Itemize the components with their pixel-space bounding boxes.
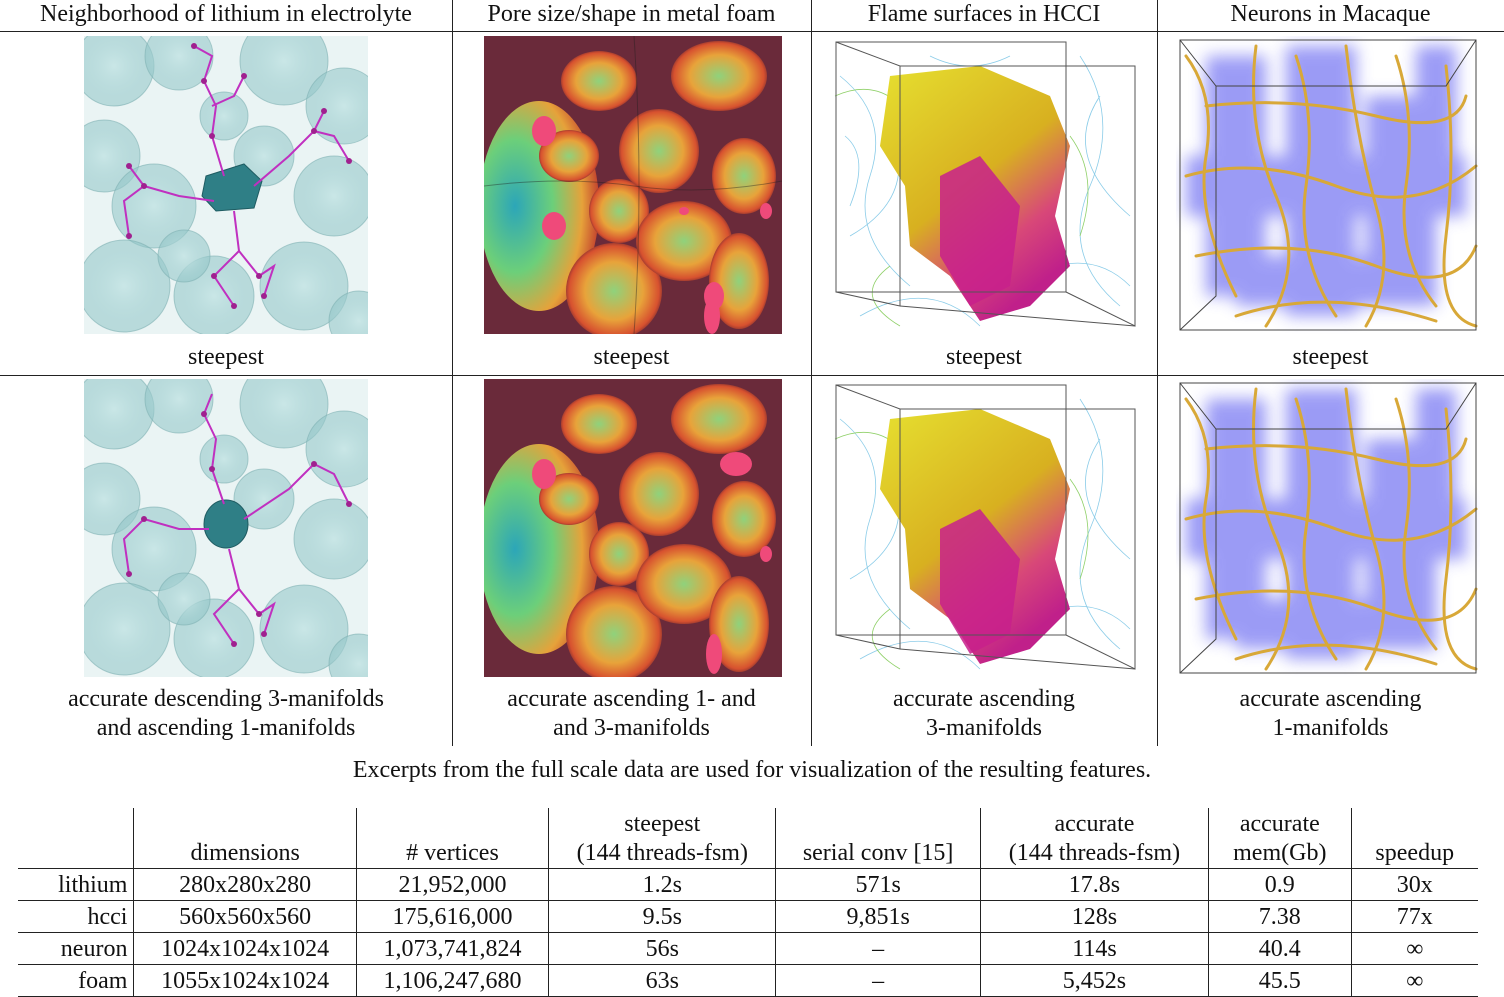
cell-dimensions: 1055x1024x1024 <box>133 964 357 997</box>
cell-accurate: 128s <box>980 900 1210 933</box>
cell-serial: – <box>775 932 981 965</box>
caption-lithium-steepest: steepest <box>188 344 264 370</box>
header-vertices: # vertices <box>356 808 550 869</box>
lithium-steepest-image <box>84 36 368 334</box>
performance-table: dimensions # vertices steepest (144 threa… <box>18 808 1478 997</box>
cell-mem: 40.4 <box>1208 932 1352 965</box>
caption-hcci-accurate-line1: accurate ascending <box>893 686 1075 712</box>
cell-serial: 9,851s <box>775 900 981 933</box>
caption-neurons-steepest: steepest <box>1292 344 1369 370</box>
header-steepest: steepest (144 threads-fsm) <box>548 808 777 869</box>
column-divider <box>1157 0 1158 746</box>
column-title-foam: Pore size/shape in metal foam <box>487 1 776 27</box>
cell-steepest: 9.5s <box>548 900 777 933</box>
header-sublabel: (144 threads-fsm) <box>1008 840 1181 866</box>
header-label: speedup <box>1375 840 1455 866</box>
cell-vertices: 1,073,741,824 <box>356 932 550 965</box>
caption-foam-accurate-line2: and 3-manifolds <box>553 715 710 741</box>
header-label: accurate <box>1054 811 1135 837</box>
table-header-row: dimensions # vertices steepest (144 threa… <box>18 808 1478 869</box>
row-label: lithium <box>18 868 135 901</box>
header-mem: accurate mem(Gb) <box>1208 808 1352 869</box>
column-title-lithium: Neighborhood of lithium in electrolyte <box>40 1 412 27</box>
header-dimensions: dimensions <box>133 808 357 869</box>
figure-caption: Excerpts from the full scale data are us… <box>352 757 1152 783</box>
header-serial: serial conv [15] <box>775 808 981 869</box>
table-row: neuron 1024x1024x1024 1,073,741,824 56s … <box>18 932 1478 965</box>
cell-speedup: ∞ <box>1351 964 1478 997</box>
caption-foam-steepest: steepest <box>593 344 670 370</box>
foam-accurate-image <box>484 379 782 677</box>
caption-neurons-accurate-line1: accurate ascending <box>1239 686 1422 712</box>
header-empty <box>18 808 135 869</box>
row-label: foam <box>18 964 135 997</box>
row-divider <box>0 375 1504 376</box>
header-label: # vertices <box>406 840 499 866</box>
cell-steepest: 1.2s <box>548 868 777 901</box>
foam-steepest-image <box>484 36 782 334</box>
cell-accurate: 5,452s <box>980 964 1210 997</box>
cell-speedup: 77x <box>1351 900 1478 933</box>
header-label: dimensions <box>190 840 300 866</box>
header-label: serial conv [15] <box>802 840 954 866</box>
row-label: neuron <box>18 932 135 965</box>
header-label: accurate <box>1239 811 1320 837</box>
header-sublabel: (144 threads-fsm) <box>576 840 748 866</box>
caption-hcci-accurate-line2: 3-manifolds <box>926 715 1042 741</box>
hcci-accurate-image <box>830 379 1140 679</box>
neurons-accurate-image <box>1176 379 1480 677</box>
row-label: hcci <box>18 900 135 933</box>
caption-neurons-accurate-line2: 1-manifolds <box>1272 715 1389 741</box>
cell-vertices: 175,616,000 <box>356 900 550 933</box>
cell-dimensions: 560x560x560 <box>133 900 357 933</box>
cell-steepest: 63s <box>548 964 777 997</box>
caption-lithium-accurate-line2: and ascending 1-manifolds <box>96 715 356 741</box>
cell-mem: 0.9 <box>1208 868 1352 901</box>
neurons-steepest-image <box>1176 36 1480 334</box>
lithium-accurate-image <box>84 379 368 677</box>
cell-speedup: ∞ <box>1351 932 1478 965</box>
cell-mem: 45.5 <box>1208 964 1352 997</box>
cell-speedup: 30x <box>1351 868 1478 901</box>
caption-lithium-accurate-line1: accurate descending 3-manifolds <box>68 686 384 712</box>
header-accurate: accurate (144 threads-fsm) <box>980 808 1210 869</box>
cell-accurate: 114s <box>980 932 1210 965</box>
column-title-hcci: Flame surfaces in HCCI <box>867 1 1101 27</box>
caption-foam-accurate-line1: accurate ascending 1- and <box>507 686 756 712</box>
header-label: steepest <box>624 811 701 837</box>
column-title-neurons: Neurons in Macaque <box>1230 1 1431 27</box>
table-row: lithium 280x280x280 21,952,000 1.2s 571s… <box>18 868 1478 901</box>
column-divider <box>452 0 453 746</box>
cell-serial: – <box>775 964 981 997</box>
cell-vertices: 21,952,000 <box>356 868 550 901</box>
table-row: hcci 560x560x560 175,616,000 9.5s 9,851s… <box>18 900 1478 933</box>
cell-dimensions: 280x280x280 <box>133 868 357 901</box>
cell-dimensions: 1024x1024x1024 <box>133 932 357 965</box>
header-speedup: speedup <box>1351 808 1478 869</box>
cell-accurate: 17.8s <box>980 868 1210 901</box>
hcci-steepest-image <box>830 36 1140 336</box>
cell-serial: 571s <box>775 868 981 901</box>
table-row: foam 1055x1024x1024 1,106,247,680 63s – … <box>18 964 1478 997</box>
caption-hcci-steepest: steepest <box>946 344 1022 370</box>
cell-steepest: 56s <box>548 932 777 965</box>
column-divider <box>811 0 812 746</box>
title-rule <box>0 31 1504 32</box>
figure-grid: Neighborhood of lithium in electrolyte P… <box>0 0 1504 746</box>
header-sublabel: mem(Gb) <box>1233 840 1327 866</box>
cell-mem: 7.38 <box>1208 900 1352 933</box>
cell-vertices: 1,106,247,680 <box>356 964 550 997</box>
